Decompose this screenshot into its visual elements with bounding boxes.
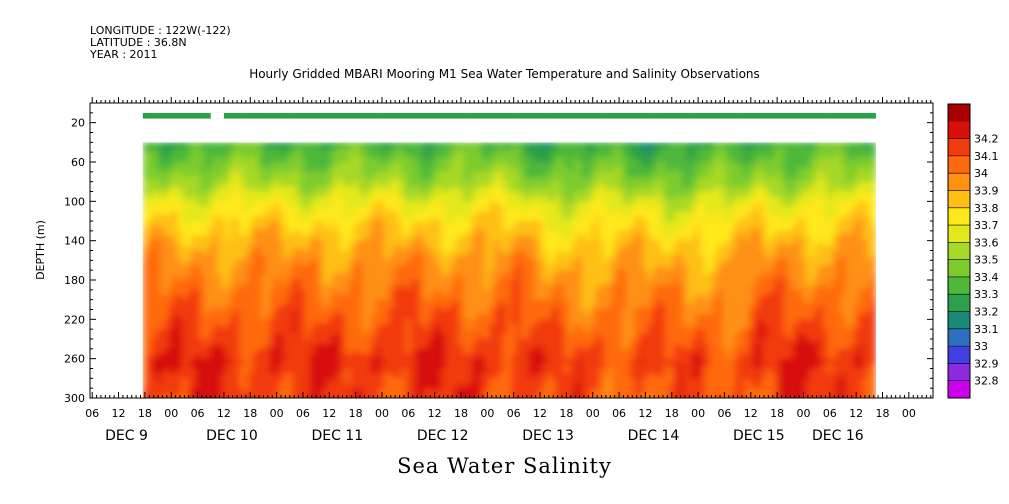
colorbar-label: 33.9 [974, 184, 999, 197]
no-data-gap-band [90, 118, 933, 143]
x-hour-label: 12 [428, 407, 442, 420]
x-hour-label: 00 [480, 407, 494, 420]
x-hour-label: 06 [401, 407, 415, 420]
latitude-label: LATITUDE : 36.8N [90, 36, 187, 49]
colorbar-label: 33.6 [974, 236, 999, 249]
no-data-surface [90, 103, 933, 113]
colorbar-label: 33.5 [974, 254, 999, 267]
year-label: YEAR : 2011 [90, 48, 158, 61]
x-hour-label: 18 [665, 407, 679, 420]
y-tick-label: 300 [64, 392, 85, 405]
x-hour-label: 18 [349, 407, 363, 420]
colorbar-swatch [948, 207, 970, 226]
colorbar-label: 32.9 [974, 357, 999, 370]
colorbar-label: 33.2 [974, 306, 999, 319]
colorbar: 32.8 32.9 33 33.1 33.2 33.3 33.4 33.5 33.6 33.7 33… [947, 103, 999, 399]
y-tick-label: 220 [64, 313, 85, 326]
colorbar-label: 34.2 [974, 133, 999, 146]
colorbar-label: 33.7 [974, 219, 999, 232]
x-hour-label: 00 [691, 407, 705, 420]
data-coverage-overlay [90, 103, 933, 398]
y-tick-label: 180 [64, 274, 85, 287]
x-day-label: DEC 9 [105, 428, 148, 444]
salinity-contours [142, 142, 877, 398]
y-tick-label: 20 [71, 117, 85, 130]
colorbar-swatch [948, 328, 970, 347]
x-hour-label: 18 [138, 407, 152, 420]
x-day-label: DEC 15 [733, 428, 785, 444]
colorbar-swatch [948, 380, 970, 399]
x-hour-label: 12 [112, 407, 126, 420]
chart-title: Hourly Gridded MBARI Mooring M1 Sea Wate… [249, 67, 760, 81]
y-tick-label: 100 [64, 195, 85, 208]
colorbar-label: 33 [974, 340, 988, 353]
colorbar-label: 34 [974, 167, 988, 180]
no-data-time-gap [210, 112, 224, 119]
colorbar-swatch [948, 294, 970, 312]
x-day-label: DEC 12 [417, 428, 469, 444]
x-hour-label: 18 [770, 407, 784, 420]
x-hour-label: 06 [507, 407, 521, 420]
colorbar-frame [947, 103, 971, 399]
colorbar-swatch [948, 346, 970, 364]
x-hour-label: 18 [559, 407, 573, 420]
colorbar-swatch [948, 363, 970, 381]
x-hour-label: 00 [375, 407, 389, 420]
x-hour-label: 06 [823, 407, 837, 420]
y-tick-label: 260 [64, 353, 85, 366]
colorbar-swatch [948, 225, 970, 243]
colorbar-label: 33.1 [974, 323, 999, 336]
x-hour-label: 12 [849, 407, 863, 420]
salinity-field [142, 112, 877, 398]
x-hour-label: 12 [744, 407, 758, 420]
colorbar-swatch [948, 104, 970, 122]
x-day-label: DEC 16 [812, 428, 864, 444]
x-day-label: DEC 13 [522, 428, 574, 444]
x-hour-label: 12 [217, 407, 231, 420]
colorbar-label: 33.8 [974, 202, 999, 215]
no-data-end [875, 103, 933, 398]
x-hour-label: 18 [243, 407, 257, 420]
x-hour-label: 12 [638, 407, 652, 420]
y-axis-label: DEPTH (m) [34, 220, 47, 280]
no-data-start [90, 103, 143, 398]
colorbar-swatch [948, 276, 970, 295]
x-hour-label: 18 [454, 407, 468, 420]
x-day-label: DEC 14 [628, 428, 680, 444]
x-hour-label: 18 [876, 407, 890, 420]
longitude-label: LONGITUDE : 122W(-122) [90, 24, 231, 37]
colorbar-label: 32.8 [974, 375, 999, 388]
x-hour-label: 06 [191, 407, 205, 420]
x-hour-label: 00 [586, 407, 600, 420]
x-hour-label: 06 [296, 407, 310, 420]
colorbar-swatch [948, 121, 970, 139]
x-hour-label: 00 [902, 407, 916, 420]
salinity-label: Sea Water Salinity [397, 454, 612, 478]
x-hour-label: 00 [164, 407, 178, 420]
x-hour-label: 00 [270, 407, 284, 420]
colorbar-swatch [948, 155, 970, 174]
x-day-label: DEC 11 [311, 428, 363, 444]
x-axis: 06 12 18 00 06 12 18 00 06 12 18 00 06 12 18 00 06 12 18 00… [85, 97, 932, 444]
colorbar-label: 34.1 [974, 150, 999, 163]
colorbar-swatch [948, 173, 970, 191]
y-tick-label: 140 [64, 235, 85, 248]
x-hour-label: 12 [322, 407, 336, 420]
colorbar-swatch [948, 311, 970, 330]
colorbar-swatch [948, 242, 970, 260]
y-axis: 20 60 100 140 180 220 260 300 [64, 112, 933, 405]
x-day-label: DEC 10 [206, 428, 258, 444]
x-hour-label: 06 [612, 407, 626, 420]
colorbar-swatch [948, 138, 970, 157]
colorbar-swatch [948, 190, 970, 209]
colorbar-label: 33.4 [974, 271, 999, 284]
x-hour-label: 06 [717, 407, 731, 420]
x-hour-label: 00 [796, 407, 810, 420]
x-hour-label: 12 [533, 407, 547, 420]
y-tick-label: 60 [71, 156, 85, 169]
x-hour-label: 06 [85, 407, 99, 420]
colorbar-label: 33.3 [974, 288, 999, 301]
colorbar-swatch [948, 259, 970, 278]
